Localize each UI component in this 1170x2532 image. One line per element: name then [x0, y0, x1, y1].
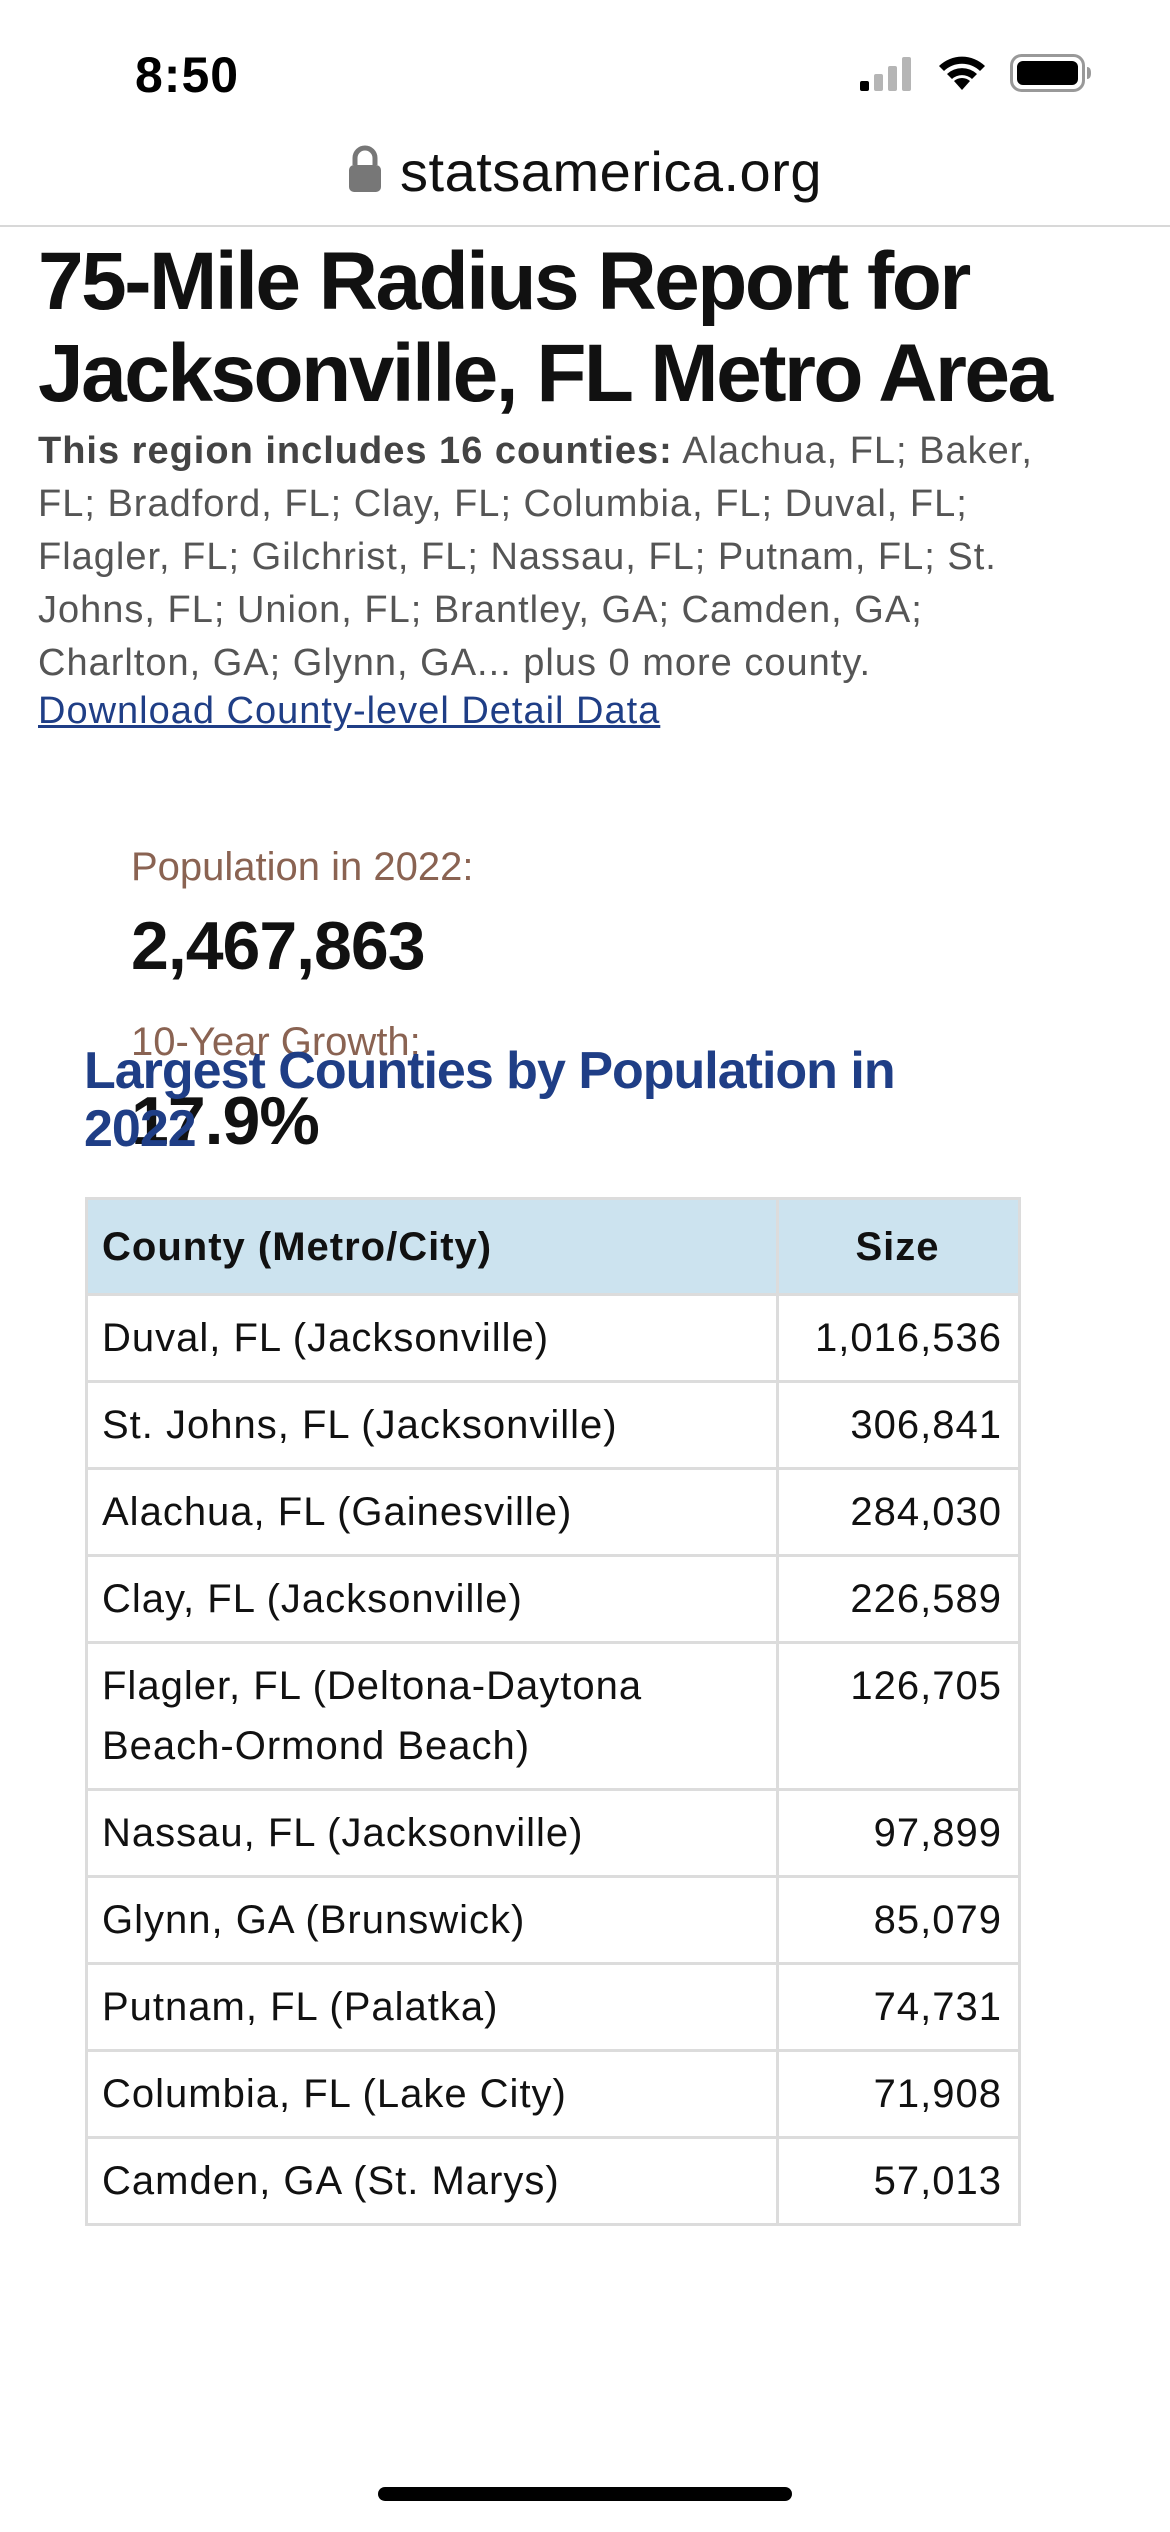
wifi-icon: [936, 54, 988, 97]
table-row: Alachua, FL (Gainesville) 284,030: [85, 1467, 1021, 1557]
table-row: Flagler, FL (Deltona-Daytona Beach-Ormon…: [85, 1641, 1021, 1791]
table-row: Nassau, FL (Jacksonville) 97,899: [85, 1788, 1021, 1878]
table-row: Columbia, FL (Lake City) 71,908: [85, 2049, 1021, 2139]
size-cell: 97,899: [776, 1788, 1021, 1878]
download-detail-link[interactable]: Download County-level Detail Data: [38, 690, 661, 732]
largest-counties-table: County (Metro/City) Size Duval, FL (Jack…: [85, 1197, 1021, 2226]
table-row: Clay, FL (Jacksonville) 226,589: [85, 1554, 1021, 1644]
table-row: Camden, GA (St. Marys) 57,013: [85, 2136, 1021, 2226]
county-cell: Duval, FL (Jacksonville): [85, 1293, 779, 1383]
battery-icon: [1010, 54, 1092, 97]
population-value: 2,467,863: [131, 908, 426, 984]
size-cell: 74,731: [776, 1962, 1021, 2052]
url-text: statsamerica.org: [400, 139, 822, 203]
county-cell: St. Johns, FL (Jacksonville): [85, 1380, 779, 1470]
county-cell: Alachua, FL (Gainesville): [85, 1467, 779, 1557]
cellular-signal-icon: [858, 55, 914, 96]
county-cell: Clay, FL (Jacksonville): [85, 1554, 779, 1644]
region-counties: Alachua, FL; Baker, FL; Bradford, FL; Cl…: [38, 430, 1033, 684]
county-cell: Camden, GA (St. Marys): [85, 2136, 779, 2226]
table-row: Duval, FL (Jacksonville) 1,016,536: [85, 1293, 1021, 1383]
size-cell: 71,908: [776, 2049, 1021, 2139]
growth-value: 17.9%: [131, 1083, 320, 1159]
table-row: Putnam, FL (Palatka) 74,731: [85, 1962, 1021, 2052]
county-cell: Glynn, GA (Brunswick): [85, 1875, 779, 1965]
county-cell: Nassau, FL (Jacksonville): [85, 1788, 779, 1878]
region-description: This region includes 16 counties: Alachu…: [38, 425, 1078, 690]
size-cell: 306,841: [776, 1380, 1021, 1470]
size-cell: 57,013: [776, 2136, 1021, 2226]
region-lead: This region includes 16 counties:: [38, 430, 673, 472]
home-indicator[interactable]: [378, 2487, 792, 2501]
size-cell: 1,016,536: [776, 1293, 1021, 1383]
status-bar: 8:50: [0, 0, 1170, 130]
county-cell: Columbia, FL (Lake City): [85, 2049, 779, 2139]
table-row: Glynn, GA (Brunswick) 85,079: [85, 1875, 1021, 1965]
address-bar[interactable]: statsamerica.org: [0, 125, 1170, 227]
table-row: St. Johns, FL (Jacksonville) 306,841: [85, 1380, 1021, 1470]
lock-icon: [348, 145, 382, 198]
status-icons: [858, 54, 1092, 97]
growth-label: 10-Year Growth:: [131, 1020, 421, 1064]
column-header-size: Size: [776, 1197, 1021, 1296]
county-cell: Putnam, FL (Palatka): [85, 1962, 779, 2052]
status-time: 8:50: [135, 47, 240, 103]
page-title: 75-Mile Radius Report for Jacksonville, …: [38, 236, 1053, 419]
county-cell: Flagler, FL (Deltona-Daytona Beach-Ormon…: [85, 1641, 779, 1791]
size-cell: 284,030: [776, 1467, 1021, 1557]
largest-counties-heading: Largest Counties by Population in 2022: [84, 1042, 896, 1158]
size-cell: 226,589: [776, 1554, 1021, 1644]
population-label: Population in 2022:: [131, 845, 474, 889]
table-header-row: County (Metro/City) Size: [85, 1197, 1021, 1296]
size-cell: 85,079: [776, 1875, 1021, 1965]
size-cell: 126,705: [776, 1641, 1021, 1791]
column-header-county: County (Metro/City): [85, 1197, 779, 1296]
